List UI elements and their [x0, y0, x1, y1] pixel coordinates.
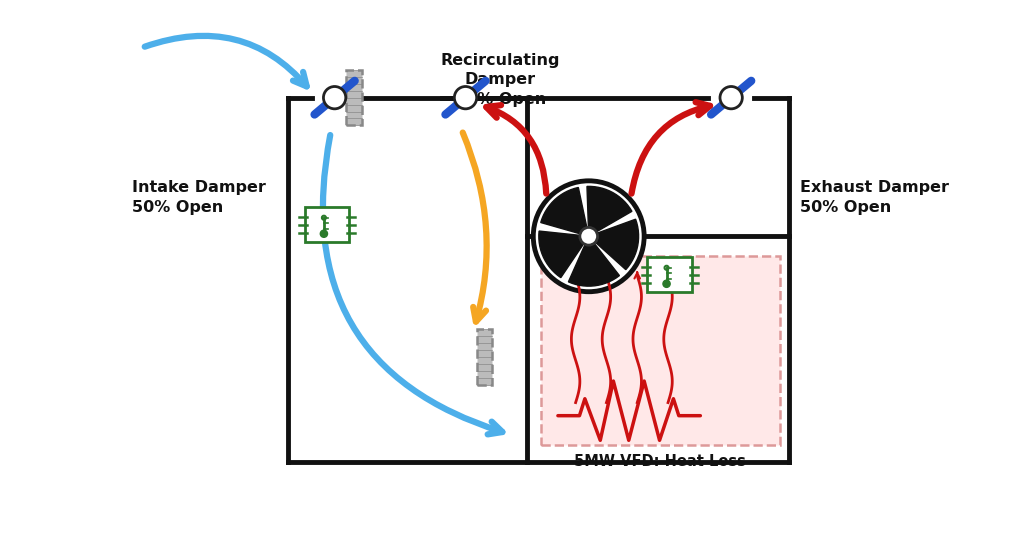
Circle shape	[321, 230, 328, 237]
FancyBboxPatch shape	[541, 256, 779, 445]
Polygon shape	[541, 187, 587, 234]
Circle shape	[455, 87, 477, 109]
Polygon shape	[568, 242, 620, 286]
Text: Exhaust Damper
50% Open: Exhaust Damper 50% Open	[801, 180, 949, 215]
Circle shape	[534, 181, 644, 292]
FancyBboxPatch shape	[304, 207, 349, 242]
FancyBboxPatch shape	[477, 329, 493, 385]
Circle shape	[720, 87, 742, 109]
Polygon shape	[539, 231, 585, 278]
Text: Intake Damper
50% Open: Intake Damper 50% Open	[132, 180, 266, 215]
Text: 5MW VFD: Heat Loss: 5MW VFD: Heat Loss	[574, 454, 746, 469]
Text: Recirculating
Damper
50% Open: Recirculating Damper 50% Open	[440, 53, 560, 107]
Polygon shape	[595, 219, 639, 270]
Circle shape	[324, 87, 346, 109]
Circle shape	[580, 228, 598, 245]
Polygon shape	[587, 186, 632, 232]
FancyBboxPatch shape	[647, 258, 692, 292]
Circle shape	[663, 280, 670, 287]
FancyBboxPatch shape	[346, 70, 361, 125]
